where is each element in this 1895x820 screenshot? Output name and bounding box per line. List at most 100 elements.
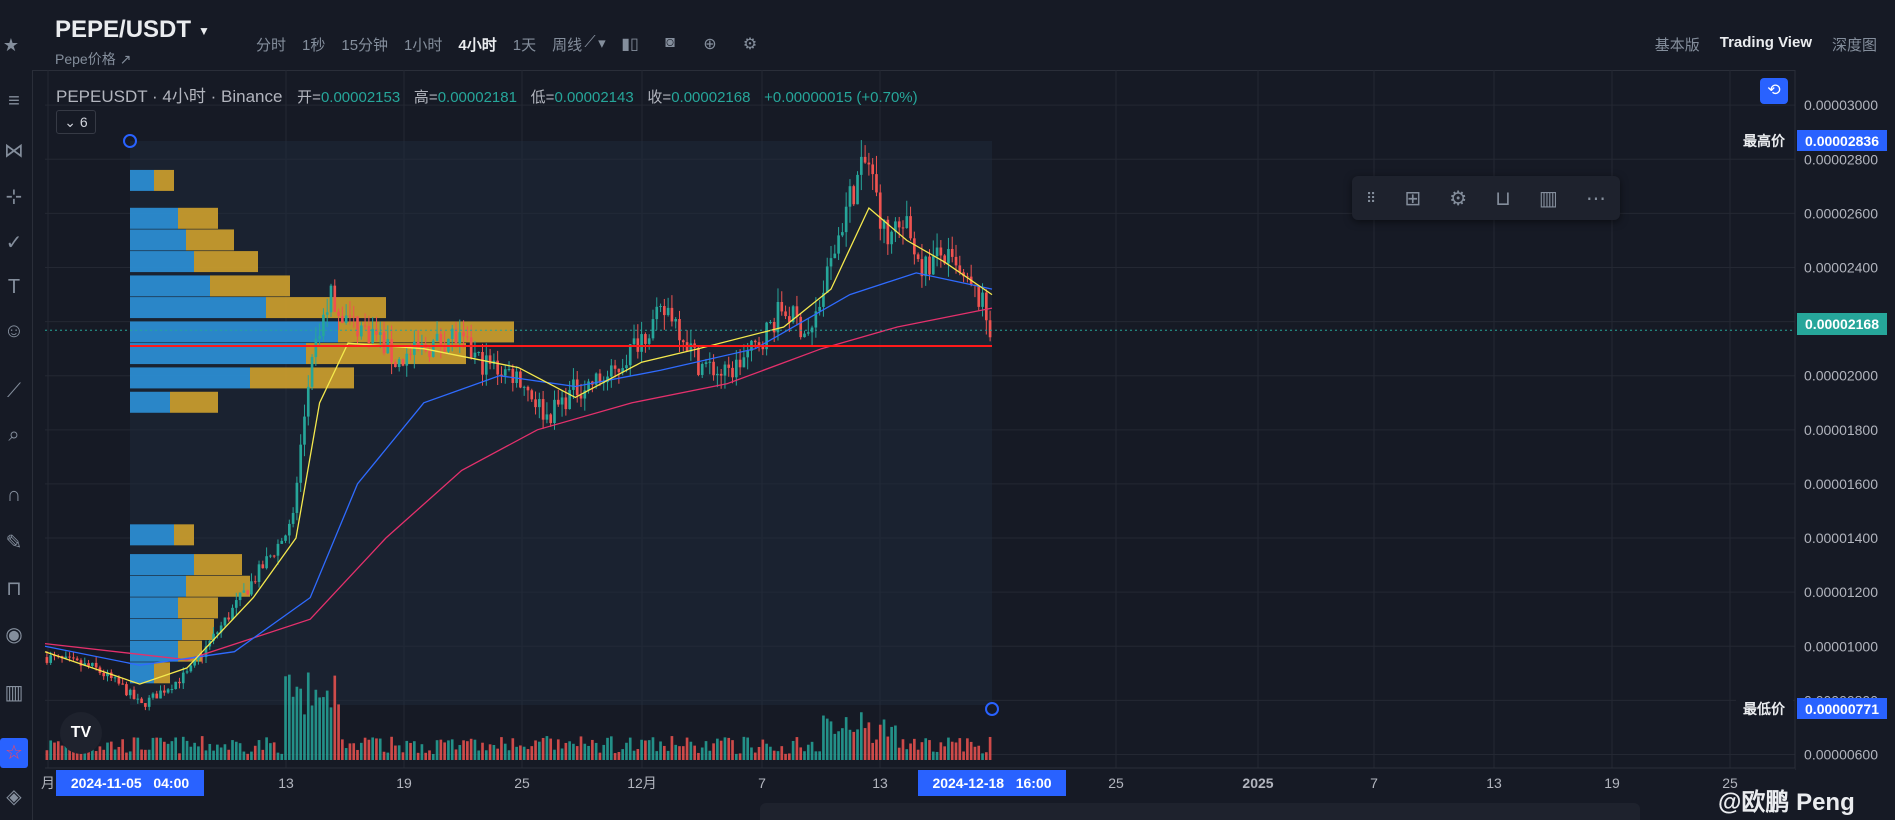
volume-bar: [378, 738, 382, 760]
candle-body: [920, 259, 924, 277]
emoji-icon[interactable]: ☺: [3, 320, 25, 342]
volume-profile-buy: [130, 619, 182, 641]
price-tick-label: 0.00002600: [1804, 205, 1878, 221]
volume-bar: [950, 741, 954, 760]
gear-icon[interactable]: ⚙: [1449, 187, 1468, 210]
volume-bar: [367, 739, 371, 760]
volume-bar: [121, 739, 124, 760]
gear-icon[interactable]: ⚙: [742, 36, 758, 53]
plus-circle-icon[interactable]: ⊕: [703, 36, 717, 53]
chevron-down-icon[interactable]: ▼: [198, 24, 210, 38]
legend-low: 0.00002143: [554, 89, 634, 106]
volume-bar: [727, 737, 731, 760]
candle-body: [397, 359, 401, 368]
candle-body: [75, 658, 79, 661]
volume-bar: [719, 740, 723, 760]
text-icon[interactable]: T: [7, 276, 21, 298]
volume-bar: [280, 753, 284, 760]
star-icon[interactable]: ☆: [0, 738, 28, 768]
candle-body: [318, 336, 321, 339]
volume-profile-sell: [186, 229, 234, 251]
volume-bar: [428, 750, 431, 760]
volume-bar: [363, 737, 367, 760]
candle-body: [56, 655, 60, 657]
volume-bar: [310, 705, 314, 760]
view-tradingview[interactable]: Trading View: [1719, 34, 1812, 51]
volume-bar: [394, 745, 397, 760]
price-tick-label: 0.00002200: [1804, 314, 1878, 330]
interval-tab[interactable]: 1小时: [404, 37, 443, 54]
candle-body: [68, 656, 71, 658]
candle-body: [265, 556, 268, 569]
sync-icon[interactable]: ⟲: [1760, 78, 1788, 104]
trash-icon[interactable]: ▥: [1538, 187, 1558, 210]
legend-symbol[interactable]: PEPEUSDT · 4小时 · Binance: [56, 87, 283, 106]
candle-body: [322, 314, 325, 337]
candle-body: [511, 368, 515, 384]
brush-icon[interactable]: ✓: [5, 232, 23, 254]
volume-bar: [916, 749, 920, 760]
volume-bar: [909, 743, 912, 760]
symbol-title[interactable]: PEPE/USDT: [55, 16, 192, 43]
interval-tab[interactable]: 周线: [552, 37, 583, 54]
unlock-icon[interactable]: ⊔: [1495, 187, 1511, 210]
view-basic[interactable]: 基本版: [1654, 37, 1700, 54]
volume-profile-sell: [194, 554, 242, 576]
view-depth[interactable]: 深度图: [1831, 37, 1877, 54]
nodes-icon[interactable]: ⋈: [4, 140, 24, 162]
legend-low-label: 低=: [530, 89, 555, 106]
line-chart-icon[interactable]: ⟋: [584, 34, 596, 51]
legend-high-label: 高=: [413, 89, 438, 106]
layers-icon[interactable]: ◈: [6, 786, 22, 808]
eye-icon[interactable]: ◉: [5, 624, 23, 646]
interval-selector: 分时 1秒 15分钟 1小时 4小时 1天 周线 ▾: [256, 34, 622, 55]
price-info-link[interactable]: Pepe价格 ↗: [55, 51, 132, 67]
interval-tab[interactable]: 15分钟: [341, 37, 389, 54]
ruler-icon[interactable]: ⟋: [7, 380, 21, 402]
favorite-star-icon[interactable]: ★: [2, 35, 20, 55]
volume-profile-buy: [130, 297, 266, 319]
volume-bar: [49, 740, 53, 760]
interval-tab[interactable]: 分时: [256, 37, 287, 54]
candle-body: [549, 414, 553, 424]
indicator-collapse-button[interactable]: ⌄ 6: [56, 110, 96, 134]
magnet-icon[interactable]: ∩: [6, 484, 22, 506]
menu-icon[interactable]: ≡: [8, 90, 20, 112]
trash-icon[interactable]: ▥: [4, 682, 24, 704]
candle-body: [125, 684, 128, 696]
add-widget-icon[interactable]: ⊞: [1404, 187, 1422, 210]
volume-bar: [663, 745, 666, 760]
volume-bar: [587, 745, 590, 760]
candle-body: [306, 386, 310, 417]
time-tick-label: 25: [1108, 775, 1124, 791]
interval-tab-active[interactable]: 4小时: [458, 37, 497, 54]
interval-tab[interactable]: 1秒: [302, 37, 326, 54]
drag-handle-icon[interactable]: ⠿: [1366, 189, 1377, 206]
candle-body: [844, 206, 848, 233]
candle-body: [253, 581, 257, 583]
selection-range-box: [130, 141, 992, 705]
pen-lock-icon[interactable]: ✎: [5, 532, 23, 554]
zoom-icon[interactable]: ⌕: [8, 424, 20, 446]
volume-bar: [519, 745, 522, 760]
candle-body: [250, 581, 253, 595]
camera-icon[interactable]: ◙: [665, 34, 675, 51]
interval-tab[interactable]: 1天: [512, 37, 537, 54]
volume-bar: [261, 749, 265, 760]
lock-icon[interactable]: ⊓: [6, 578, 22, 600]
volume-bar: [166, 743, 170, 760]
volume-profile-buy: [130, 662, 154, 684]
crosshair-icon[interactable]: ⊹: [5, 186, 23, 208]
legend-change: +0.00000015 (+0.70%): [764, 89, 918, 106]
volume-bar: [291, 696, 295, 760]
more-icon[interactable]: ⋯: [1585, 187, 1606, 210]
volume-bar: [530, 746, 534, 760]
candles-icon[interactable]: ▮▯: [621, 36, 639, 53]
bottom-toolbar: [760, 803, 1640, 820]
volume-profile-buy: [130, 367, 250, 389]
chevron-down-icon[interactable]: ▾: [598, 35, 606, 52]
candle-body: [447, 338, 450, 352]
candle-body: [712, 361, 715, 376]
candle-body: [45, 657, 49, 663]
